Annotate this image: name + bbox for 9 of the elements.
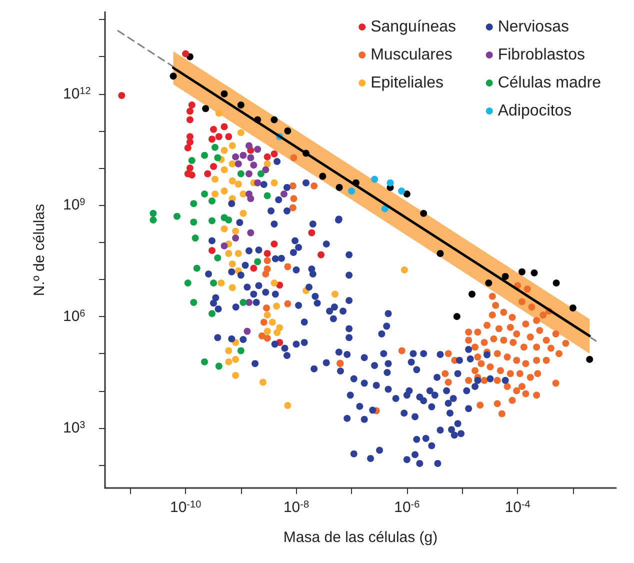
- legend-label: Fibroblastos: [498, 46, 585, 64]
- legend-label: Sanguíneas: [370, 18, 456, 36]
- legend-label: Nerviosas: [498, 18, 569, 36]
- legend-label: Epiteliales: [370, 74, 444, 92]
- legend-label: Células madre: [498, 74, 602, 92]
- legend-label: Adipocitos: [498, 102, 572, 120]
- legend-label: Musculares: [370, 46, 452, 64]
- x-axis-title: Masa de las células (g): [283, 529, 438, 546]
- y-axis-title: N.º de células: [31, 204, 48, 296]
